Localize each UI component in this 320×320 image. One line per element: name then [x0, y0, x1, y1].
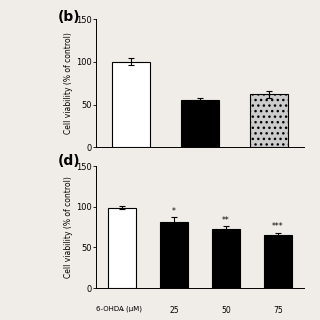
Text: -: - — [121, 306, 124, 315]
Text: *: * — [172, 207, 176, 216]
Bar — [264, 235, 292, 288]
Bar — [112, 62, 150, 147]
Text: (d): (d) — [58, 154, 80, 168]
Text: (b): (b) — [58, 10, 80, 24]
Text: 6-OHDA (75 μM): 6-OHDA (75 μM) — [96, 166, 153, 172]
Y-axis label: Cell viability (% of control): Cell viability (% of control) — [64, 32, 73, 134]
Text: ***: *** — [272, 222, 284, 231]
Y-axis label: Cell viability (% of control): Cell viability (% of control) — [64, 176, 73, 278]
Bar — [160, 221, 188, 288]
Bar — [212, 229, 240, 288]
Text: +: + — [266, 166, 273, 175]
Bar — [250, 94, 288, 147]
Bar — [181, 100, 219, 147]
Bar — [108, 208, 136, 288]
Text: 25: 25 — [169, 306, 179, 315]
Text: -: - — [129, 166, 132, 175]
Text: 6.25: 6.25 — [261, 178, 278, 187]
Text: 75: 75 — [273, 306, 283, 315]
Text: +: + — [197, 166, 203, 175]
Text: -: - — [129, 178, 132, 187]
Text: **: ** — [222, 216, 230, 225]
Text: -: - — [199, 178, 201, 187]
Text: 6-OHDA (μM): 6-OHDA (μM) — [96, 306, 142, 312]
Text: Res (μM): Res (μM) — [96, 178, 126, 184]
Text: 50: 50 — [221, 306, 231, 315]
